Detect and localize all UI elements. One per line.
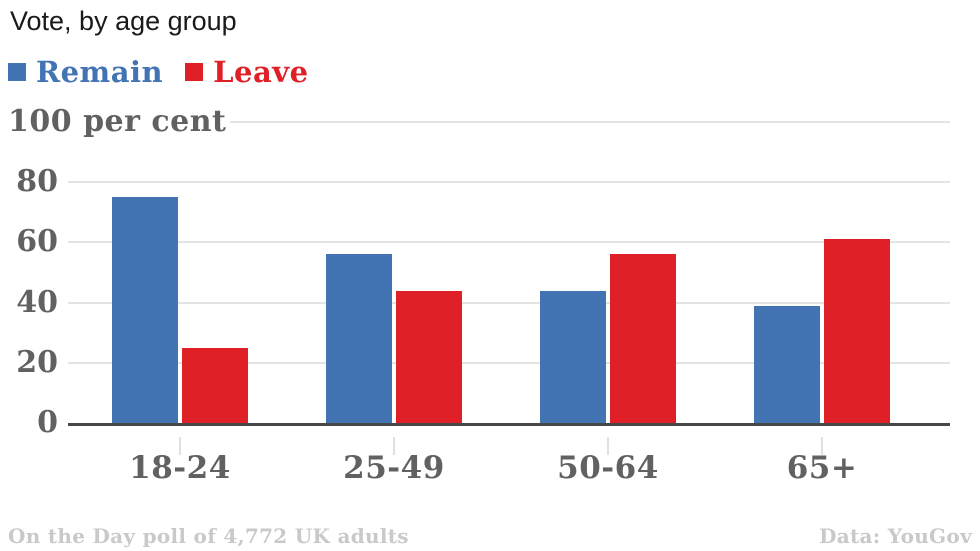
x-category-label-25-49: 25-49 — [343, 450, 445, 486]
y-tick-label-0: 0 — [37, 405, 58, 440]
y-tick-label-40: 40 — [16, 285, 58, 320]
gridline-100 — [230, 121, 950, 123]
remain-swatch-icon — [8, 63, 26, 81]
legend-item-remain: Remain — [8, 55, 163, 89]
bar-remain-65+ — [754, 305, 820, 423]
y-tick-label-80: 80 — [16, 164, 58, 199]
legend: Remain Leave — [8, 55, 309, 89]
legend-label-leave: Leave — [213, 55, 309, 89]
y-tick-label-20: 20 — [16, 345, 58, 380]
bar-leave-65+ — [824, 239, 890, 423]
gridline-40 — [68, 302, 950, 304]
x-axis-baseline — [68, 423, 950, 426]
y-axis-top-label: 100 per cent — [8, 104, 227, 139]
x-tick-25-49 — [393, 437, 395, 455]
gridline-80 — [68, 181, 950, 183]
legend-item-leave: Leave — [185, 55, 308, 89]
bar-leave-18-24 — [182, 347, 248, 423]
footer-source: Data: YouGov — [819, 524, 972, 548]
x-category-label-65+: 65+ — [786, 450, 858, 486]
bar-remain-25-49 — [326, 254, 392, 423]
bar-leave-50-64 — [610, 254, 676, 423]
footer-note: On the Day poll of 4,772 UK adults — [8, 524, 409, 548]
gridline-60 — [68, 241, 950, 243]
x-tick-65+ — [821, 437, 823, 455]
gridline-20 — [68, 362, 950, 364]
bar-leave-25-49 — [396, 290, 462, 423]
x-tick-50-64 — [607, 437, 609, 455]
bar-remain-50-64 — [540, 290, 606, 423]
x-category-label-50-64: 50-64 — [557, 450, 659, 486]
chart-title: Vote, by age group — [10, 6, 237, 36]
bar-remain-18-24 — [112, 197, 178, 423]
x-category-label-18-24: 18-24 — [129, 450, 231, 486]
y-tick-label-60: 60 — [16, 224, 58, 259]
leave-swatch-icon — [185, 63, 204, 81]
x-tick-18-24 — [179, 437, 181, 455]
legend-label-remain: Remain — [36, 55, 164, 89]
